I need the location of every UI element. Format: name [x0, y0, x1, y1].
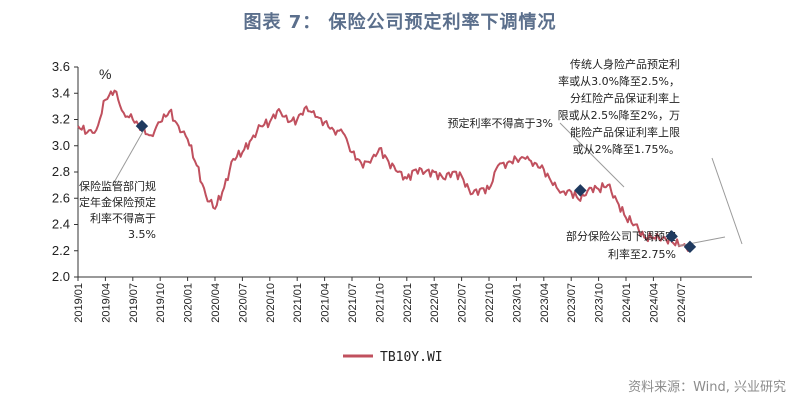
y-tick-label: 2.4 — [52, 217, 70, 232]
legend-label: TB10Y.WI — [380, 350, 443, 365]
y-tick-label: 3.0 — [52, 138, 70, 153]
x-tick-label: 2020/10 — [265, 283, 277, 323]
y-tick-label: 2.8 — [52, 164, 70, 179]
y-tick-label: 3.6 — [52, 59, 70, 74]
x-tick-label: 2022/01 — [402, 283, 414, 323]
y-tick-label: 2.0 — [52, 269, 70, 284]
annotation-text: 或从2%降至1.75%。 — [573, 142, 680, 156]
annotation-text: 部分保险公司下调预定 — [566, 229, 676, 243]
x-tick-label: 2023/10 — [594, 283, 606, 323]
annotation-text: 限或从2.5%降至2%，万 — [558, 108, 680, 122]
x-tick-label: 2024/07 — [676, 283, 688, 323]
series-line-tb10y — [77, 89, 691, 252]
annotation-text: 定年金保险预定 — [79, 195, 156, 209]
event-marker — [574, 184, 587, 197]
annotation-text: 利率不得高于 — [90, 211, 156, 225]
annotation-text: 3.5% — [128, 228, 156, 241]
x-tick-label: 2022/07 — [457, 283, 469, 323]
source-note: 资料来源：Wind, 兴业研究 — [628, 380, 786, 395]
y-tick-label: 3.2 — [52, 112, 70, 127]
annotation-text: 能险产品保证利率上限 — [570, 125, 680, 139]
annotation-leader — [711, 157, 743, 245]
x-tick-label: 2019/01 — [73, 283, 85, 323]
x-tick-label: 2019/10 — [155, 283, 167, 323]
y-tick-label: 3.4 — [52, 85, 70, 100]
annotation-text: 利率至2.75% — [608, 247, 676, 261]
annotation-text: 预定利率不得高于3% — [448, 116, 553, 130]
x-tick-label: 2019/07 — [128, 283, 140, 323]
x-tick-label: 2023/01 — [511, 283, 523, 323]
annotation-leader — [677, 236, 726, 247]
y-tick-label: 2.6 — [52, 190, 70, 205]
chart-title: 图表 7： 保险公司预定利率下调情况 — [243, 12, 557, 33]
annotation-leader — [111, 127, 146, 187]
y-tick-label: 2.2 — [52, 243, 70, 258]
x-tick-label: 2021/04 — [320, 283, 332, 323]
x-tick-label: 2023/07 — [566, 283, 578, 323]
x-tick-label: 2024/04 — [648, 283, 660, 323]
x-tick-label: 2021/01 — [292, 283, 304, 323]
y-unit-label: % — [99, 66, 111, 82]
x-tick-label: 2020/04 — [210, 283, 222, 323]
x-tick-label: 2020/01 — [183, 283, 195, 323]
annotation-leader — [559, 122, 625, 188]
annotation-text: 传统人身险产品预定利 — [570, 57, 680, 71]
annotation-text: 率或从3.0%降至2.5%， — [558, 74, 680, 88]
annotation-text: 保险监管部门规 — [79, 179, 156, 193]
x-tick-label: 2022/10 — [484, 283, 496, 323]
x-tick-label: 2022/04 — [429, 283, 441, 323]
x-tick-label: 2024/01 — [621, 283, 633, 323]
x-tick-label: 2019/04 — [100, 283, 112, 323]
x-tick-label: 2021/10 — [374, 283, 386, 323]
x-tick-label: 2023/04 — [539, 283, 551, 323]
event-marker — [683, 240, 697, 254]
annotation-text: 分红险产品保证利率上 — [570, 91, 680, 105]
x-tick-label: 2020/07 — [237, 283, 249, 323]
event-marker — [665, 230, 678, 243]
event-marker — [135, 119, 149, 133]
x-tick-label: 2021/07 — [347, 283, 359, 323]
